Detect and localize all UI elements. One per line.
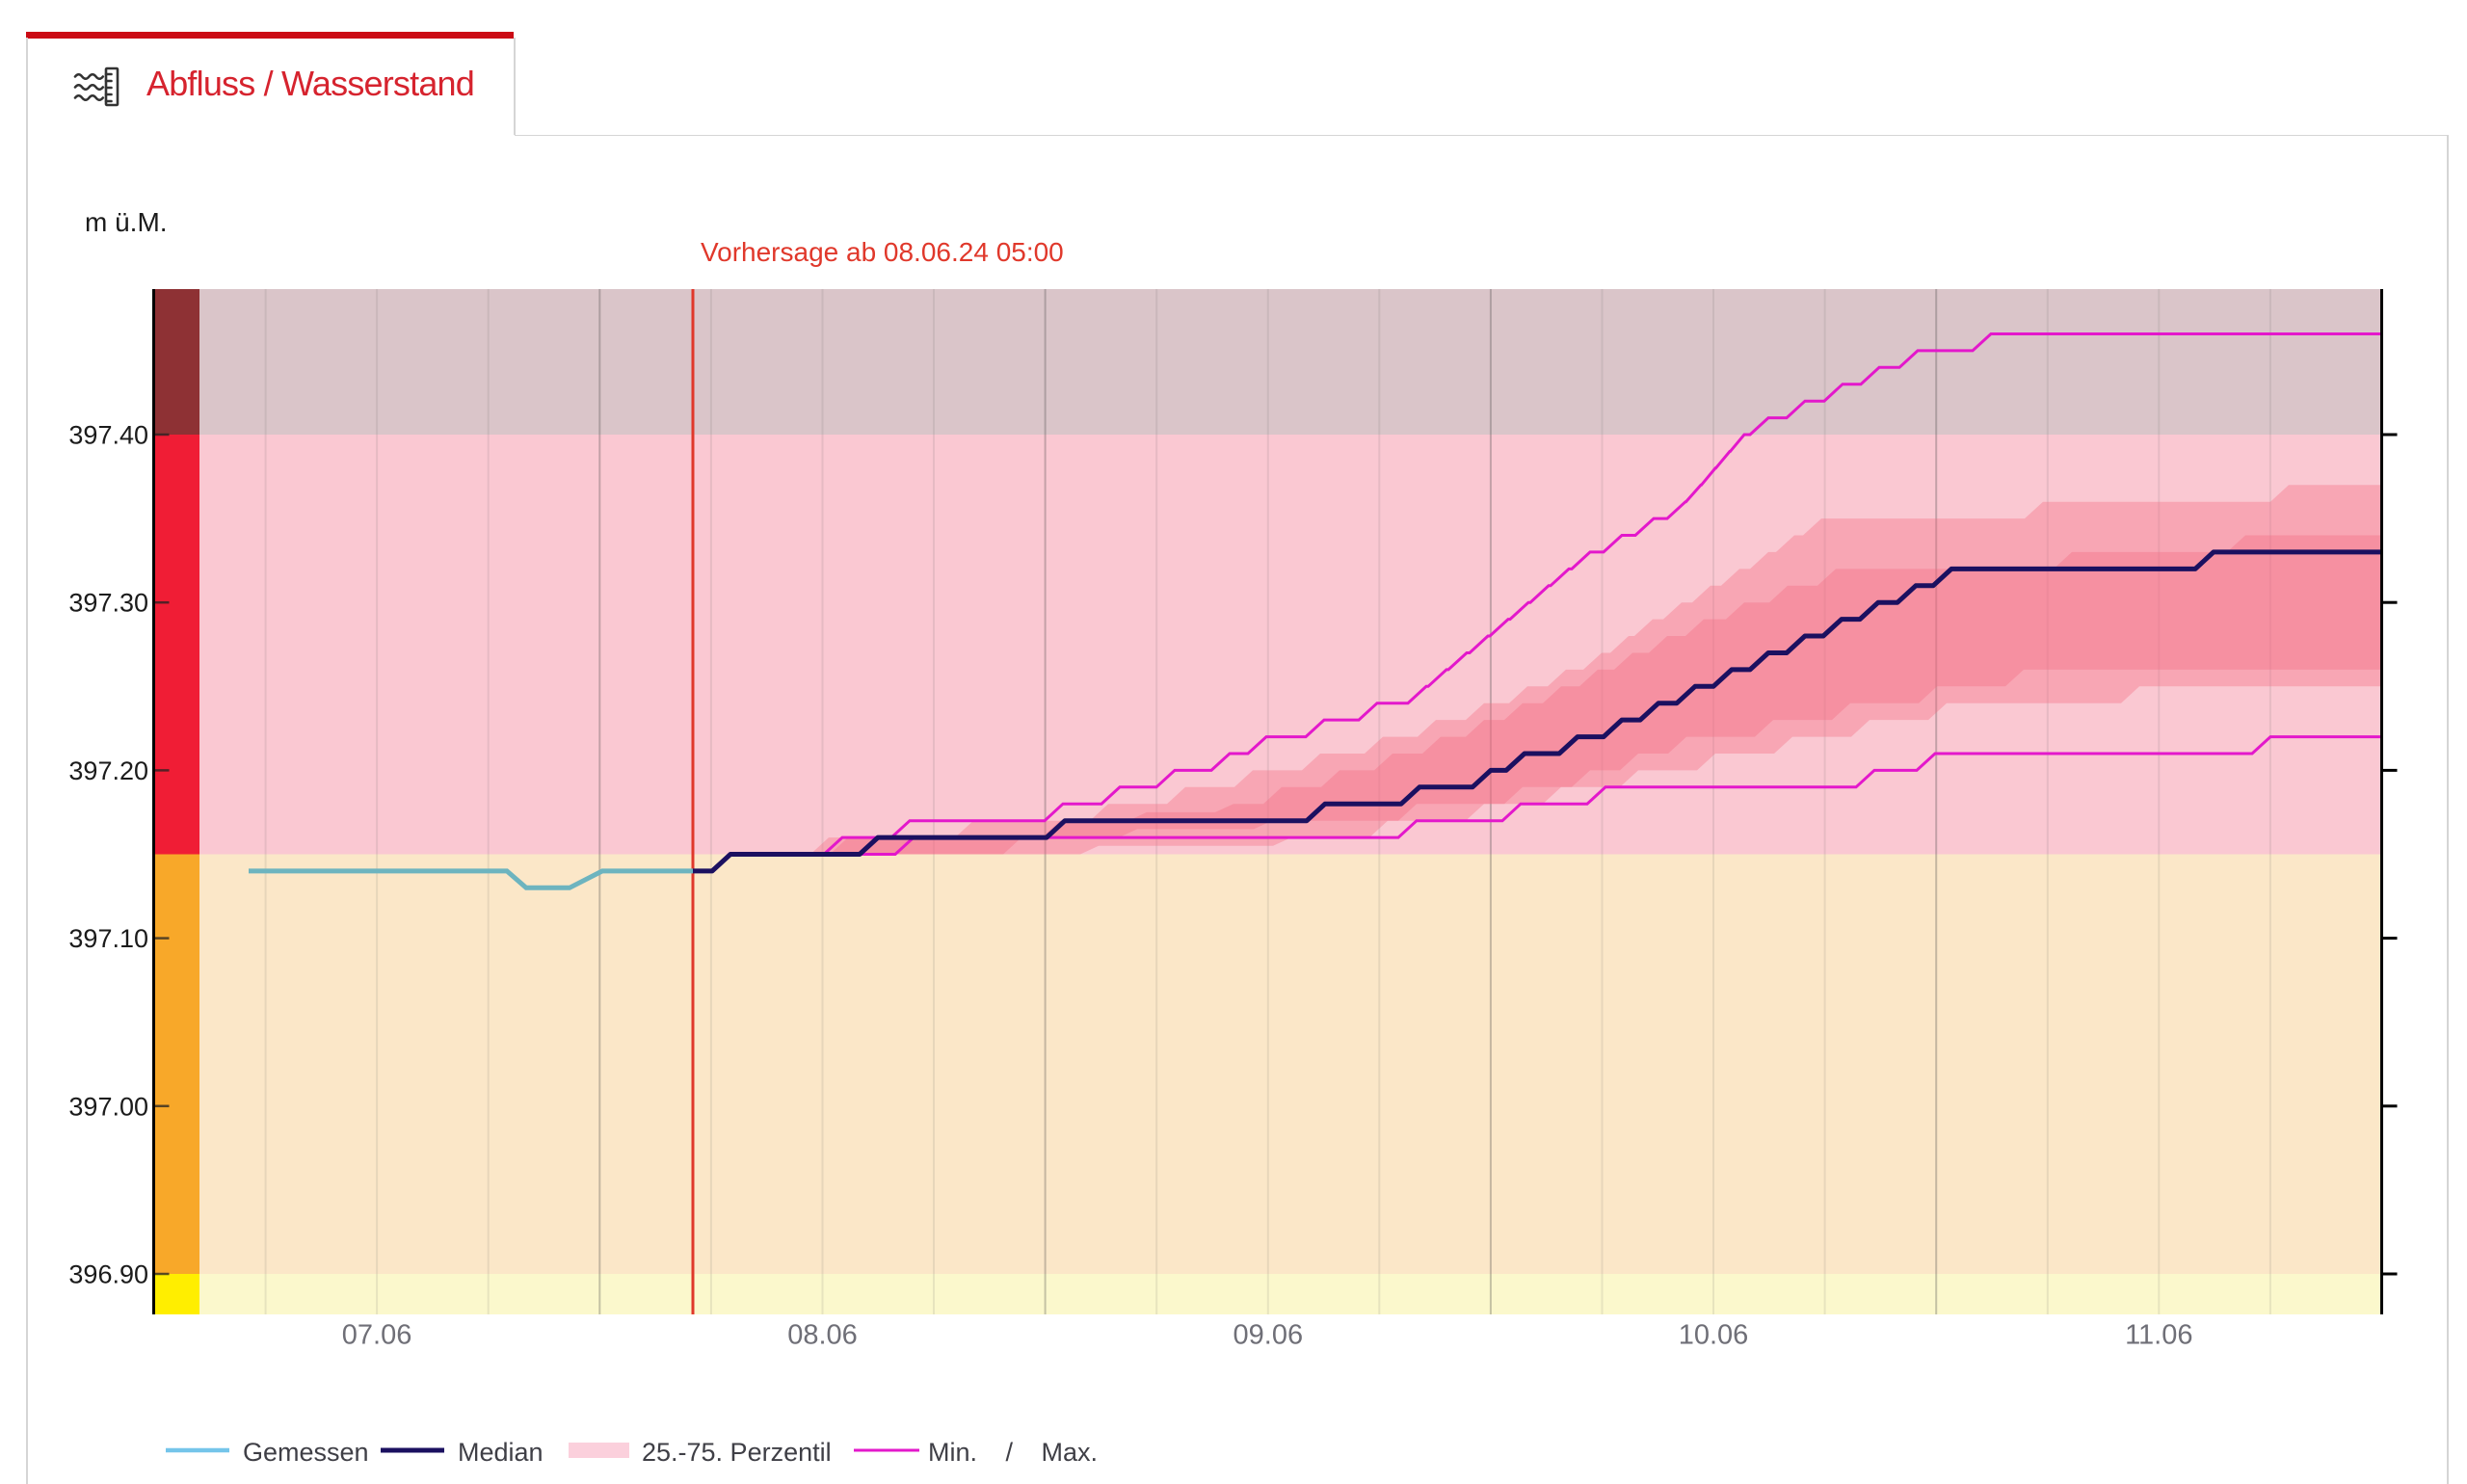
svg-text:11.06: 11.06 bbox=[2125, 1320, 2192, 1351]
svg-text:397.00: 397.00 bbox=[68, 1092, 148, 1121]
svg-text:Gemessen: Gemessen bbox=[243, 1438, 369, 1467]
svg-text:Median: Median bbox=[458, 1438, 544, 1467]
svg-text:Vorhersage ab 08.06.24 05:00: Vorhersage ab 08.06.24 05:00 bbox=[701, 237, 1064, 267]
svg-text:397.30: 397.30 bbox=[68, 589, 148, 618]
svg-text:10.06: 10.06 bbox=[1679, 1320, 1749, 1351]
svg-text:08.06: 08.06 bbox=[787, 1320, 858, 1351]
svg-text:397.40: 397.40 bbox=[68, 421, 148, 450]
svg-text:09.06: 09.06 bbox=[1234, 1320, 1304, 1351]
svg-text:m ü.M.: m ü.M. bbox=[85, 207, 168, 237]
svg-text:Min. / Max.: Min. / Max. bbox=[928, 1438, 1098, 1467]
svg-text:07.06: 07.06 bbox=[342, 1320, 412, 1351]
svg-text:396.90: 396.90 bbox=[68, 1260, 148, 1289]
svg-text:25.-75. Perzentil: 25.-75. Perzentil bbox=[642, 1438, 832, 1467]
svg-text:397.10: 397.10 bbox=[68, 924, 148, 953]
svg-text:397.20: 397.20 bbox=[68, 756, 148, 785]
